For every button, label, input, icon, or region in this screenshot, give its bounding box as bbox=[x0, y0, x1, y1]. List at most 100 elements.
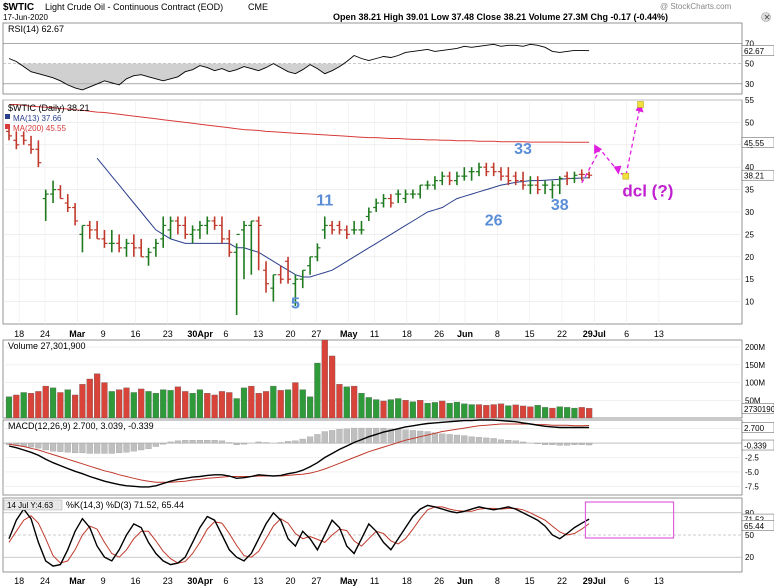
price-bar bbox=[94, 220, 101, 240]
volume-bar bbox=[541, 407, 549, 419]
price-bar bbox=[233, 233, 240, 316]
rsi-tick-label: 50 bbox=[745, 60, 754, 69]
price-bar bbox=[571, 171, 578, 183]
price-bar bbox=[101, 229, 108, 248]
volume-bar bbox=[439, 400, 446, 419]
macd-tick-label: -7.5 bbox=[745, 482, 759, 491]
volume-bar bbox=[395, 398, 402, 419]
close-icon[interactable]: ✕ bbox=[761, 12, 771, 23]
volume-bar bbox=[497, 403, 505, 419]
price-tick-label: 15 bbox=[745, 275, 754, 284]
rsi-tick-label: 70 bbox=[745, 39, 754, 48]
rsi-legend: RSI(14) 62.67 bbox=[8, 24, 64, 34]
x-tick-label: Jun bbox=[457, 329, 473, 339]
macd-histogram-bar bbox=[446, 434, 453, 444]
macd-histogram-bar bbox=[5, 442, 13, 445]
x-tick-label-bottom: 18 bbox=[402, 576, 412, 586]
macd-histogram-bar bbox=[64, 442, 71, 453]
ma200-legend-swatch bbox=[5, 124, 10, 129]
price-bar bbox=[307, 256, 314, 275]
price-bar bbox=[358, 220, 365, 235]
price-bar bbox=[138, 238, 145, 258]
rsi-oversold-area bbox=[9, 63, 590, 90]
volume-bar bbox=[27, 393, 35, 419]
volume-current-label-box bbox=[741, 403, 774, 414]
x-tick-label-bottom: Jun bbox=[457, 576, 473, 586]
volume-bar bbox=[519, 405, 527, 419]
rsi-line bbox=[8, 43, 590, 91]
price-bar bbox=[42, 189, 49, 221]
price-bar bbox=[468, 167, 475, 181]
volume-legend: Volume 27,301,900 bbox=[8, 341, 86, 351]
price-annotation: 38 bbox=[551, 197, 569, 214]
macd-histogram-bar bbox=[475, 437, 483, 444]
macd-histogram-bar bbox=[321, 431, 328, 444]
price-bar bbox=[167, 216, 174, 239]
stoch-d-current-label: 65.44 bbox=[744, 522, 765, 531]
volume-bar bbox=[13, 394, 20, 419]
volume-bar bbox=[72, 394, 79, 419]
price-bar bbox=[130, 234, 137, 257]
stoch-legend: %K(14,3) %D(3) 71.52, 65.44 bbox=[66, 500, 184, 510]
volume-bar bbox=[5, 396, 13, 419]
price-bar bbox=[196, 220, 203, 239]
price-bar bbox=[424, 180, 431, 190]
volume-bar bbox=[358, 393, 365, 419]
stoch-k-current-label: 71.52 bbox=[744, 516, 765, 525]
volume-bar bbox=[233, 398, 240, 419]
price-legend-title: $WTIC (Daily) 38.21 bbox=[8, 103, 90, 113]
x-tick-label: 6 bbox=[624, 329, 629, 339]
macd-histogram-bar bbox=[35, 442, 42, 449]
macd-histogram-bar bbox=[395, 429, 402, 444]
volume-bar bbox=[329, 355, 336, 419]
price-tick-label: 20 bbox=[745, 253, 754, 262]
x-tick-label: 20 bbox=[286, 329, 296, 339]
ma200-current-label-box bbox=[741, 137, 774, 148]
macd-histogram-bar bbox=[468, 436, 475, 444]
volume-tick-label: 100M bbox=[745, 379, 765, 388]
price-tick-label: 10 bbox=[745, 298, 754, 307]
price-bar bbox=[292, 274, 299, 307]
x-tick-label: 30Apr bbox=[187, 329, 213, 339]
volume-bar bbox=[512, 404, 519, 419]
price-current-label: 38.21 bbox=[744, 172, 765, 181]
price-tick-label: 35 bbox=[745, 186, 754, 195]
x-tick-label: Mar bbox=[69, 329, 86, 339]
volume-bar bbox=[277, 390, 284, 419]
price-bar bbox=[453, 171, 460, 186]
volume-bar bbox=[292, 382, 299, 419]
price-bar bbox=[380, 194, 387, 208]
macd-histogram-bar bbox=[138, 442, 145, 451]
price-bar bbox=[204, 216, 211, 235]
price-bar bbox=[152, 238, 159, 257]
volume-bar bbox=[116, 389, 123, 419]
volume-bar bbox=[79, 384, 86, 419]
price-bar bbox=[373, 198, 380, 212]
macd-histogram-bar bbox=[145, 442, 152, 449]
price-bar bbox=[211, 216, 218, 230]
macd-line bbox=[8, 419, 590, 488]
projection-path bbox=[581, 104, 642, 184]
macd-histogram-bar bbox=[578, 442, 585, 445]
x-tick-label-bottom: 15 bbox=[525, 576, 535, 586]
volume-bar bbox=[248, 385, 255, 419]
price-bar bbox=[226, 229, 233, 257]
x-tick-label-bottom: 29Jul bbox=[583, 576, 606, 586]
macd-histogram-bar bbox=[233, 442, 240, 445]
macd-histogram-bar bbox=[461, 435, 468, 444]
macd-histogram-bar bbox=[351, 427, 358, 444]
volume-bar bbox=[86, 378, 93, 419]
header-bg bbox=[0, 0, 774, 22]
price-tick-label: 50 bbox=[745, 118, 754, 127]
macd-histogram-bar bbox=[108, 442, 115, 454]
price-annotation: 33 bbox=[514, 141, 532, 158]
macd-current-label: 2.700 bbox=[744, 424, 765, 433]
macd-histogram-bar bbox=[541, 442, 549, 445]
x-tick-label: 9 bbox=[101, 329, 106, 339]
price-bar bbox=[549, 180, 556, 199]
stoch-tick-label: 20 bbox=[745, 553, 754, 562]
symbol-label: $WTIC bbox=[3, 2, 34, 13]
price-bar bbox=[564, 171, 571, 186]
x-tick-label-bottom: 22 bbox=[557, 576, 567, 586]
macd-histogram-bar bbox=[27, 442, 35, 448]
